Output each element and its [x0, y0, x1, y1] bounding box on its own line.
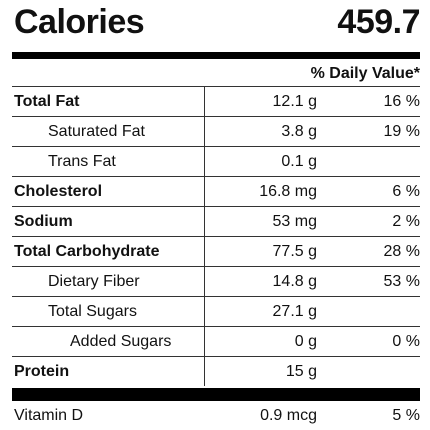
nutrient-row: Total Fat 12.1 g 16 % [12, 87, 420, 117]
nutrient-name: Cholesterol [14, 183, 103, 200]
nutrient-daily-value: 2 % [392, 213, 420, 230]
nutrient-amount: 77.5 g [204, 237, 317, 266]
calories-label: Calories [14, 3, 145, 41]
calories-header: Calories 459.7 [12, 0, 420, 44]
nutrient-amount: 27.1 g [204, 297, 317, 326]
nutrient-amount: 14.8 g [204, 267, 317, 296]
nutrient-name: Total Fat [14, 93, 80, 110]
nutrient-amount: 12.1 g [204, 87, 317, 116]
nutrient-row: Total Sugars 27.1 g [12, 297, 420, 327]
nutrient-daily-value: 28 % [383, 243, 420, 260]
vitamin-daily-value: 5 % [392, 407, 420, 424]
vitamin-name: Vitamin D [14, 407, 84, 424]
nutrient-amount: 15 g [204, 357, 317, 386]
nutrient-amount: 0 g [204, 327, 317, 356]
nutrient-row: Trans Fat 0.1 g [12, 147, 420, 177]
nutrient-name: Protein [14, 363, 70, 380]
nutrient-name: Dietary Fiber [48, 273, 140, 290]
nutrient-daily-value: 0 % [392, 333, 420, 350]
nutrient-row: Total Carbohydrate 77.5 g 28 % [12, 237, 420, 267]
thick-divider-top [12, 52, 420, 59]
daily-value-header: % Daily Value* [12, 62, 420, 87]
nutrient-row: Added Sugars 0 g 0 % [12, 327, 420, 357]
nutrient-name: Sodium [14, 213, 73, 230]
vitamin-row: Vitamin D 0.9 mcg 5 % [12, 404, 420, 428]
nutrient-daily-value: 16 % [383, 93, 420, 110]
nutrient-amount: 3.8 g [204, 117, 317, 146]
thick-divider-bottom [12, 388, 420, 401]
nutrient-row: Dietary Fiber 14.8 g 53 % [12, 267, 420, 297]
nutrient-daily-value: 6 % [392, 183, 420, 200]
nutrient-name: Saturated Fat [48, 123, 145, 140]
nutrient-row: Protein 15 g [12, 357, 420, 386]
nutrient-name: Total Sugars [48, 303, 137, 320]
nutrient-amount: 16.8 mg [204, 177, 317, 206]
nutrient-name: Added Sugars [70, 333, 172, 350]
calories-value: 459.7 [337, 3, 420, 41]
nutrient-name: Trans Fat [48, 153, 116, 170]
nutrient-rows: Total Fat 12.1 g 16 % Saturated Fat 3.8 g 19 … [12, 87, 420, 386]
daily-value-header-label: % Daily Value* [310, 65, 420, 82]
nutrient-daily-value: 19 % [383, 123, 420, 140]
nutrient-name: Total Carbohydrate [14, 243, 160, 260]
nutrient-row: Saturated Fat 3.8 g 19 % [12, 117, 420, 147]
nutrient-daily-value: 53 % [383, 273, 420, 290]
nutrient-row: Cholesterol 16.8 mg 6 % [12, 177, 420, 207]
nutrient-amount: 0.1 g [204, 147, 317, 176]
vitamin-amount: 0.9 mcg [260, 407, 317, 424]
nutrient-amount: 53 mg [204, 207, 317, 236]
nutrient-row: Sodium 53 mg 2 % [12, 207, 420, 237]
